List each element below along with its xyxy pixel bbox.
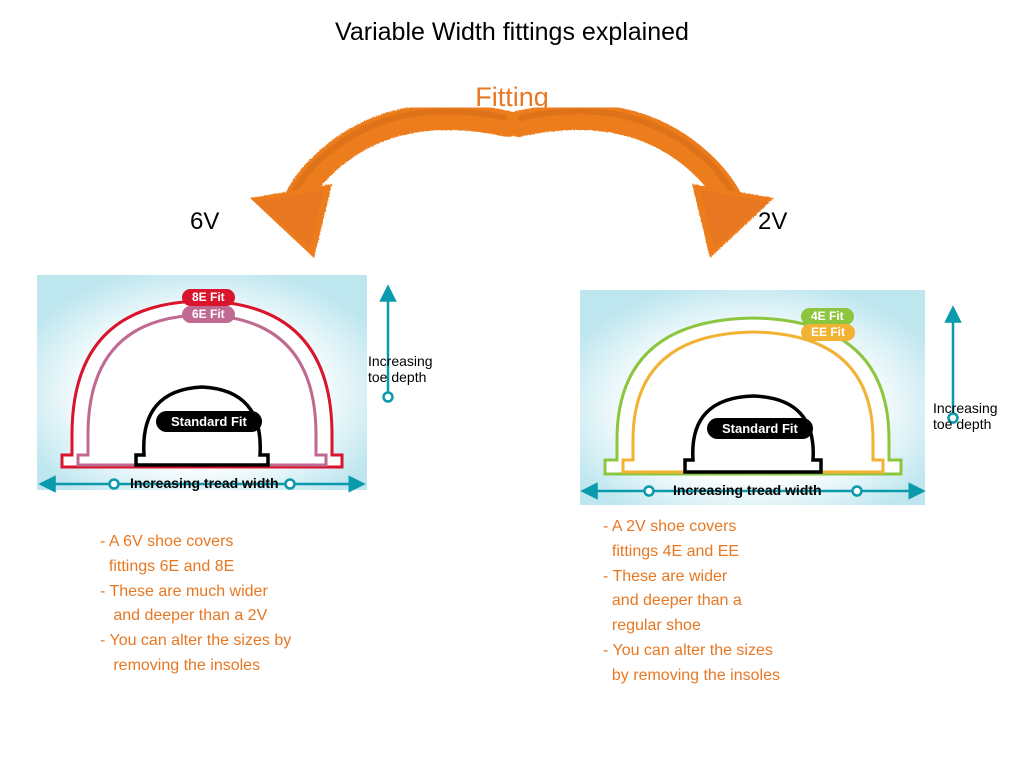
right-bullets: - A 2V shoe covers fittings 4E and EE - … bbox=[603, 515, 780, 689]
right-std-pill: Standard Fit bbox=[707, 418, 813, 439]
left-depth-axis: Increasing toe depth bbox=[368, 353, 433, 385]
left-diagram: 8E Fit 6E Fit Standard Fit Increasing tr… bbox=[32, 275, 442, 505]
right-width-axis: Increasing tread width bbox=[673, 482, 822, 498]
right-depth-axis: Increasing toe depth bbox=[933, 400, 998, 432]
left-std-pill: Standard Fit bbox=[156, 411, 262, 432]
split-arrows bbox=[200, 88, 820, 268]
right-diagram: 4E Fit EE Fit Standard Fit Increasing tr… bbox=[575, 290, 1005, 520]
left-code: 6V bbox=[190, 208, 219, 236]
right-code: 2V bbox=[758, 208, 787, 236]
page-title: Variable Width fittings explained bbox=[0, 18, 1024, 47]
left-outer-pill: 8E Fit bbox=[182, 289, 235, 306]
right-outer-pill: 4E Fit bbox=[801, 308, 854, 325]
left-bullets: - A 6V shoe covers fittings 6E and 8E - … bbox=[100, 530, 291, 679]
left-inner-pill: 6E Fit bbox=[182, 306, 235, 323]
left-width-axis: Increasing tread width bbox=[130, 475, 279, 491]
right-inner-pill: EE Fit bbox=[801, 324, 855, 341]
